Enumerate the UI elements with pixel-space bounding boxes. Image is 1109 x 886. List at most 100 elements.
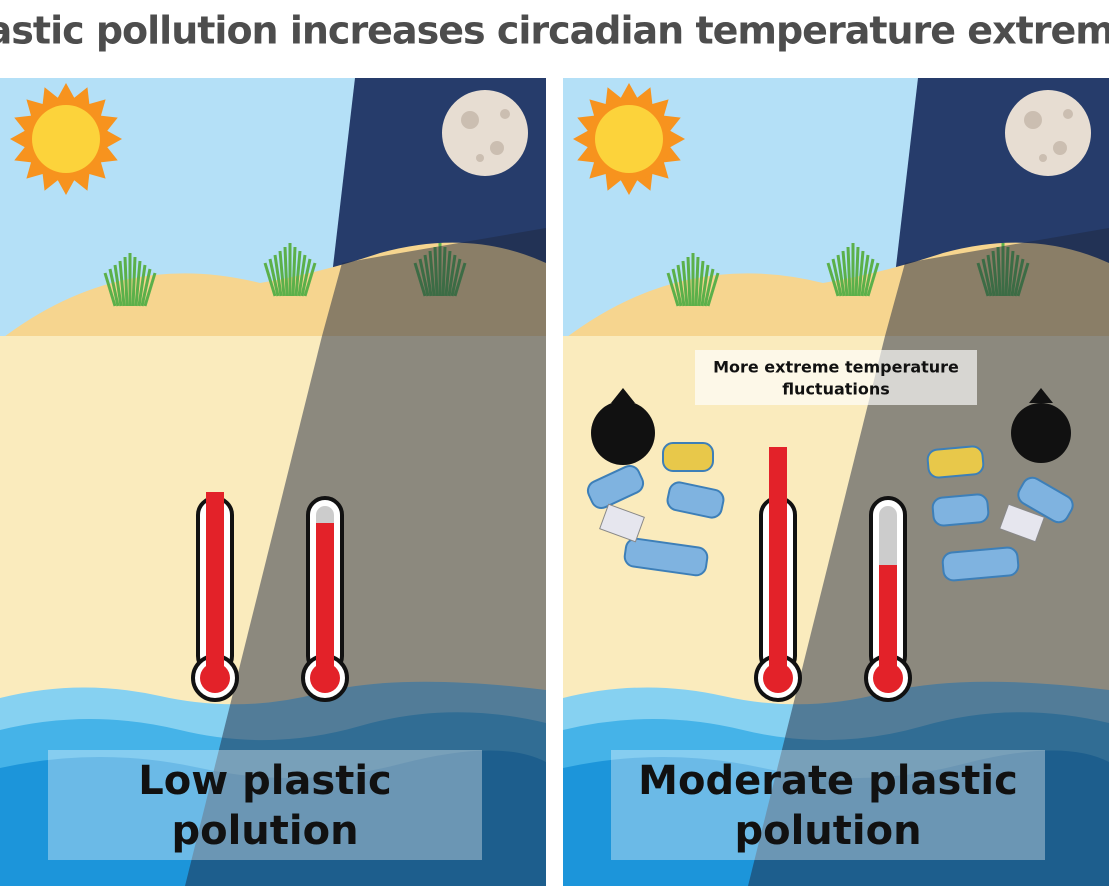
grass-blade: [826, 262, 840, 297]
night-shadow: [748, 336, 1109, 886]
night-shadow-dune: [322, 228, 546, 336]
trash-bag-tie: [611, 388, 635, 403]
sun-ray: [10, 129, 28, 149]
moon-crater: [476, 154, 484, 162]
label-box: [611, 750, 1045, 860]
sun-ray: [619, 177, 639, 195]
sun-ray: [104, 129, 122, 149]
grass-blade: [131, 256, 137, 307]
thermometer-bulb: [200, 663, 230, 693]
grass-blade: [700, 264, 710, 307]
grass-blade: [854, 246, 860, 297]
grass-blade: [143, 272, 157, 307]
sun-ray: [573, 129, 591, 149]
grass-blade: [263, 262, 277, 297]
night-shadow-dune: [885, 228, 1109, 336]
grass-blade: [103, 272, 117, 307]
moon-crater: [490, 141, 504, 155]
panel-label: Low plastic: [138, 758, 392, 804]
moon: [1005, 90, 1091, 176]
grass-blade: [300, 258, 312, 297]
moon: [442, 90, 528, 176]
thermometer-bulb: [310, 663, 340, 693]
sun: [573, 83, 685, 195]
plastic-bottle: [931, 493, 990, 527]
grass-blade: [694, 256, 700, 307]
annotation-box: [695, 350, 977, 405]
panel-label: polution: [734, 808, 921, 854]
plastic-bottle: [666, 481, 725, 519]
grass-blade: [703, 268, 715, 307]
panel-label: polution: [171, 808, 358, 854]
sun-ray: [26, 99, 47, 120]
grass-blade: [836, 254, 846, 297]
sun-core: [32, 105, 100, 173]
grass-blade: [137, 264, 147, 307]
sun-ray: [26, 158, 47, 179]
moon-crater: [1039, 154, 1047, 162]
moon-crater: [1024, 111, 1042, 129]
grass-blade: [108, 268, 120, 307]
grass-blade: [273, 254, 283, 297]
sun-ray: [85, 99, 106, 120]
grass-blade: [686, 256, 692, 307]
moon-crater: [1063, 109, 1073, 119]
moon-crater: [500, 109, 510, 119]
thermometer-mercury: [206, 492, 224, 678]
sun-ray: [56, 83, 76, 101]
grass-blade: [863, 258, 875, 297]
annotation: fluctuations: [782, 380, 890, 399]
grass-blade: [278, 250, 286, 297]
moon-crater: [461, 111, 479, 129]
grass-blade: [123, 256, 129, 307]
grass-blade: [134, 260, 142, 307]
sun: [10, 83, 122, 195]
sun-ray: [667, 129, 685, 149]
crushed-cup: [599, 503, 645, 543]
grass-blade: [676, 264, 686, 307]
scene: [0, 78, 546, 886]
grass-blade: [140, 268, 152, 307]
moon-crater: [1053, 141, 1067, 155]
grass-blade: [671, 268, 683, 307]
sun-ray: [648, 99, 669, 120]
grass-blade: [283, 246, 289, 297]
sun-ray: [648, 158, 669, 179]
sun-ray: [85, 158, 106, 179]
grass-blade: [303, 262, 317, 297]
annotation: More extreme temperature: [713, 358, 959, 377]
crushed-cup: [999, 503, 1045, 543]
trash-bag-tie: [1029, 388, 1053, 403]
trash-bag: [1011, 403, 1071, 463]
grass-blade: [831, 258, 843, 297]
sun-ray: [56, 177, 76, 195]
thermometer-mercury: [769, 447, 787, 678]
grass-blade: [860, 254, 870, 297]
thermometer-bulb: [763, 663, 793, 693]
grass-blade: [294, 250, 302, 297]
grass-blade: [297, 254, 307, 297]
thermometer-bulb: [873, 663, 903, 693]
grass-blade: [681, 260, 689, 307]
sun-ray: [619, 83, 639, 101]
sun-core: [595, 105, 663, 173]
plastic-bottle: [941, 546, 1020, 582]
grass-blade: [706, 272, 720, 307]
grass-blade: [841, 250, 849, 297]
sun-ray: [589, 158, 610, 179]
grass-blade: [666, 272, 680, 307]
grass-blade: [118, 260, 126, 307]
grass-blade: [291, 246, 297, 297]
thermometer-mercury: [316, 523, 334, 678]
plastic-bottle: [586, 464, 645, 510]
grass-blade: [697, 260, 705, 307]
grass-blade: [857, 250, 865, 297]
plastic-bottle: [926, 445, 985, 479]
plastic-bottle: [1017, 476, 1074, 524]
panel-label: Moderate plastic: [638, 758, 1018, 804]
plastic-bottle: [662, 442, 714, 472]
title: Plastic pollution increases circadian te…: [0, 9, 1109, 53]
scene: [563, 78, 1109, 886]
